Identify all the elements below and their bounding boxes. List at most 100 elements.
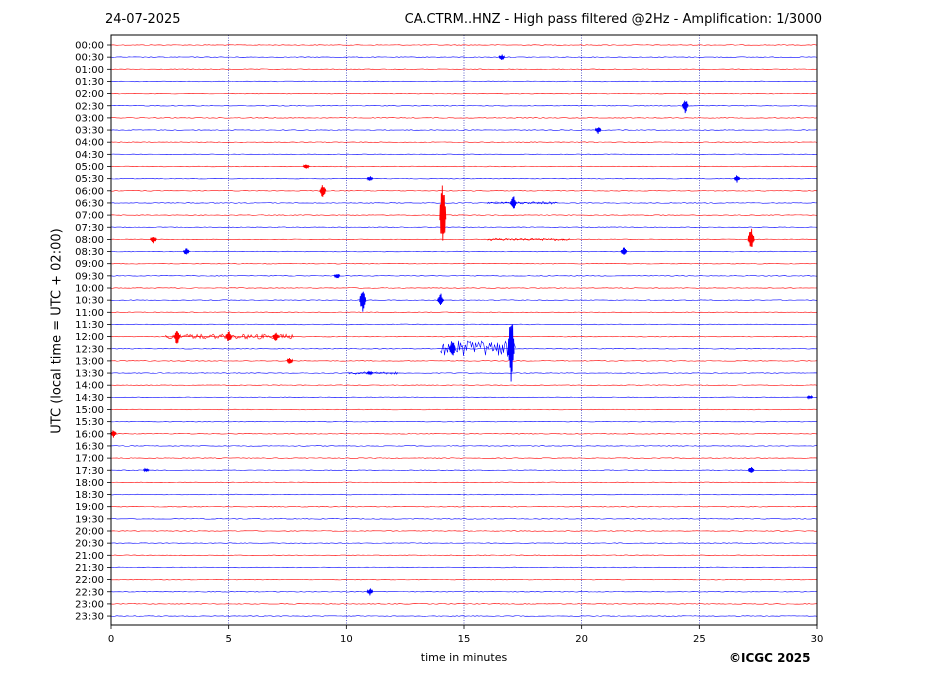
y-tick-label: 19:00 — [75, 502, 104, 513]
trace-1500 — [110, 408, 818, 411]
event-spike — [149, 236, 157, 244]
y-tick-label: 19:30 — [75, 514, 104, 525]
trace-2100 — [110, 554, 818, 556]
event-spike — [509, 196, 517, 209]
trace-0730 — [110, 226, 818, 228]
x-tick-label: 15 — [458, 634, 471, 645]
x-axis-label: time in minutes — [420, 651, 508, 664]
trace-1800 — [110, 481, 818, 484]
y-tick-label: 13:00 — [75, 356, 104, 367]
trace-0230 — [110, 105, 818, 107]
trace-2130 — [110, 566, 818, 569]
trace-1330 — [110, 372, 818, 374]
y-tick-label: 10:30 — [75, 296, 104, 307]
event-spike — [286, 358, 294, 364]
trace-0430 — [110, 153, 818, 156]
y-tick-label: 01:00 — [75, 65, 104, 76]
y-tick-label: 22:30 — [75, 587, 104, 598]
trace-1530 — [110, 420, 818, 423]
event-spike — [366, 588, 374, 596]
trace-0700 — [110, 214, 818, 216]
y-tick-label: 05:30 — [75, 174, 104, 185]
event-spike — [747, 467, 755, 473]
x-tick-label: 20 — [575, 634, 588, 645]
y-tick-label: 14:00 — [75, 381, 104, 392]
y-tick-label: 03:00 — [75, 113, 104, 124]
x-tick-label: 25 — [693, 634, 706, 645]
noise-burst — [487, 237, 570, 241]
trace-1130 — [110, 323, 818, 326]
event-spike — [620, 247, 628, 255]
event-spike — [594, 127, 602, 134]
y-tick-label: 18:00 — [75, 478, 104, 489]
trace-2300 — [110, 603, 818, 605]
trace-1400 — [110, 384, 818, 386]
y-tick-label: 16:30 — [75, 441, 104, 452]
trace-0530 — [110, 177, 818, 180]
trace-0800 — [110, 238, 818, 241]
trace-0130 — [110, 80, 818, 83]
y-tick-label: 16:00 — [75, 429, 104, 440]
trace-1430 — [110, 396, 818, 399]
event-spike — [272, 332, 280, 341]
trace-0830 — [110, 250, 818, 253]
event-spike — [437, 293, 444, 306]
event-spike — [498, 54, 506, 60]
event-spike — [448, 342, 456, 356]
trace-0600 — [110, 190, 818, 192]
y-tick-label: 01:30 — [75, 77, 104, 88]
y-tick-label: 02:30 — [75, 101, 104, 112]
event-spike — [366, 176, 374, 181]
y-tick-label: 03:30 — [75, 126, 104, 137]
noise-burst — [487, 201, 558, 205]
y-tick-label: 22:00 — [75, 575, 104, 586]
trace-0000 — [110, 44, 818, 46]
trace-1830 — [110, 493, 818, 496]
date-label: 24-07-2025 — [105, 12, 181, 27]
y-tick-label: 23:30 — [75, 612, 104, 623]
y-tick-label: 21:30 — [75, 563, 104, 574]
y-tick-label: 00:00 — [75, 41, 104, 52]
event-spike — [182, 248, 190, 255]
x-tick-label: 0 — [108, 634, 114, 645]
y-tick-label: 12:30 — [75, 344, 104, 355]
trace-1630 — [110, 445, 818, 447]
noise-burst — [348, 371, 398, 375]
y-tick-label: 07:30 — [75, 223, 104, 234]
event-spike — [733, 175, 741, 183]
event-spike — [225, 331, 233, 341]
trace-0330 — [110, 129, 818, 131]
trace-1930 — [110, 518, 818, 520]
y-tick-label: 09:30 — [75, 271, 104, 282]
y-tick-label: 21:00 — [75, 551, 104, 562]
trace-2230 — [110, 591, 818, 593]
event-spike — [302, 164, 310, 169]
y-tick-label: 23:00 — [75, 599, 104, 610]
event-spike — [439, 185, 447, 241]
trace-1600 — [110, 433, 818, 435]
grid — [228, 35, 700, 625]
trace-1000 — [110, 287, 818, 289]
y-tick-label: 20:00 — [75, 527, 104, 538]
trace-2000 — [110, 530, 818, 532]
chart-title: CA.CTRM..HNZ - High pass filtered @2Hz -… — [404, 12, 822, 27]
y-tick-label: 15:00 — [75, 405, 104, 416]
trace-layer — [110, 44, 818, 617]
trace-1100 — [110, 311, 818, 313]
y-tick-label: 04:30 — [75, 150, 104, 161]
y-tick-label: 20:30 — [75, 539, 104, 550]
y-tick-label: 11:30 — [75, 320, 104, 331]
y-tick-label: 11:00 — [75, 308, 104, 319]
event-spike — [173, 331, 181, 344]
trace-1200 — [110, 335, 818, 338]
y-tick-label: 13:30 — [75, 369, 104, 380]
trace-1730 — [110, 469, 818, 471]
y-tick-label: 08:00 — [75, 235, 104, 246]
y-tick-label: 09:00 — [75, 259, 104, 270]
y-tick-label: 12:00 — [75, 332, 104, 343]
trace-2330 — [110, 615, 818, 617]
event-spike — [806, 394, 814, 400]
trace-0930 — [110, 275, 818, 277]
y-tick-label: 14:30 — [75, 393, 104, 404]
